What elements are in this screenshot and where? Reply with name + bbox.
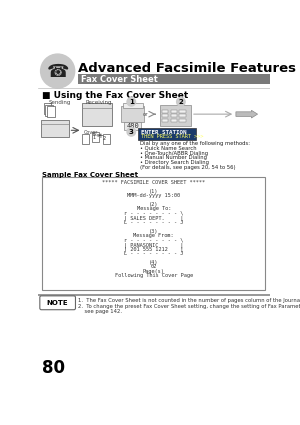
Text: (3): (3) xyxy=(149,229,158,234)
Text: L - - - - - - - - J: L - - - - - - - - J xyxy=(124,220,183,225)
Text: see page 142.: see page 142. xyxy=(78,309,122,314)
Text: or: or xyxy=(143,112,149,116)
Circle shape xyxy=(127,98,136,106)
Bar xyxy=(179,114,185,117)
Text: Page: Page xyxy=(93,133,102,137)
Text: 2: 2 xyxy=(103,136,106,142)
Circle shape xyxy=(177,98,185,106)
Text: ***** FACSIMILE COVER SHEET *****: ***** FACSIMILE COVER SHEET ***** xyxy=(102,180,205,184)
Text: (2): (2) xyxy=(149,202,158,207)
Text: Sending: Sending xyxy=(48,99,71,105)
Bar xyxy=(82,103,112,127)
Bar xyxy=(38,294,270,296)
Text: (For details, see pages 20, 54 to 56): (For details, see pages 20, 54 to 56) xyxy=(140,165,236,170)
Bar xyxy=(123,103,143,108)
Text: Fax Cover Sheet: Fax Cover Sheet xyxy=(81,75,158,84)
Text: | 201 555 1212    |: | 201 555 1212 | xyxy=(124,246,183,252)
Text: Following This Cover Page: Following This Cover Page xyxy=(115,273,193,278)
Bar xyxy=(171,110,177,113)
Bar xyxy=(162,119,169,122)
Bar xyxy=(47,106,55,117)
Text: ENTER STATION: ENTER STATION xyxy=(141,130,186,135)
Text: | SALES DEPT.     |: | SALES DEPT. | xyxy=(124,215,183,221)
Bar xyxy=(82,134,89,144)
Text: Advanced Facsimile Features: Advanced Facsimile Features xyxy=(78,62,296,75)
Text: Sample Fax Cover Sheet: Sample Fax Cover Sheet xyxy=(42,172,138,178)
Bar xyxy=(44,103,52,114)
Text: 2: 2 xyxy=(178,99,183,105)
Bar xyxy=(124,122,141,130)
Text: r - - - - - - - - \: r - - - - - - - - \ xyxy=(124,211,183,216)
Text: Dial by any one of the following methods:: Dial by any one of the following methods… xyxy=(140,141,250,146)
Text: NOTE: NOTE xyxy=(47,300,68,306)
Text: 3: 3 xyxy=(129,129,134,135)
Text: (4): (4) xyxy=(149,260,158,265)
Text: Page(s): Page(s) xyxy=(143,269,165,274)
Text: Message To:: Message To: xyxy=(136,207,171,211)
Bar xyxy=(171,119,177,122)
Bar xyxy=(78,74,270,84)
Bar xyxy=(41,120,68,137)
Text: (1): (1) xyxy=(149,189,158,193)
Bar xyxy=(179,110,185,113)
Text: 1: 1 xyxy=(92,135,96,140)
Bar xyxy=(45,105,53,116)
Bar xyxy=(160,105,191,127)
Text: L - - - - - - - - J: L - - - - - - - - J xyxy=(124,251,183,256)
Bar xyxy=(162,110,169,113)
Bar xyxy=(121,106,145,122)
Text: ☎: ☎ xyxy=(46,63,69,81)
Text: 1.  The Fax Cover Sheet is not counted in the number of pages column of the Jour: 1. The Fax Cover Sheet is not counted in… xyxy=(78,298,300,303)
Bar xyxy=(103,134,110,144)
Text: 02: 02 xyxy=(151,264,157,269)
Text: • Manual Number Dialing: • Manual Number Dialing xyxy=(140,156,207,160)
Bar xyxy=(179,119,185,122)
Bar xyxy=(138,128,196,139)
Bar xyxy=(92,132,99,142)
FancyArrow shape xyxy=(236,110,258,118)
Bar xyxy=(171,114,177,117)
Circle shape xyxy=(127,128,136,136)
Circle shape xyxy=(40,54,75,88)
Bar xyxy=(162,114,169,117)
Text: • Directory Search Dialing: • Directory Search Dialing xyxy=(140,160,209,165)
Text: 1: 1 xyxy=(129,99,134,105)
Text: Cover: Cover xyxy=(84,130,98,135)
Text: ■ Using the Fax Cover Sheet: ■ Using the Fax Cover Sheet xyxy=(42,91,188,100)
Text: • One-Touch/ABBR Dialing: • One-Touch/ABBR Dialing xyxy=(140,150,208,156)
Text: | PANASONIC       |: | PANASONIC | xyxy=(124,242,183,248)
Text: Message From:: Message From: xyxy=(134,233,174,238)
Text: THEN PRESS START >>>: THEN PRESS START >>> xyxy=(141,134,203,139)
Text: Receiving: Receiving xyxy=(85,99,112,105)
Text: 480: 480 xyxy=(127,123,139,129)
Text: • Quick Name Search: • Quick Name Search xyxy=(140,146,196,151)
Text: 2.  To change the preset Fax Cover Sheet setting, change the setting of Fax Para: 2. To change the preset Fax Cover Sheet … xyxy=(78,303,300,309)
Text: r - - - - - - - - \: r - - - - - - - - \ xyxy=(124,238,183,243)
FancyBboxPatch shape xyxy=(40,296,76,310)
Bar xyxy=(42,176,266,290)
Text: 80: 80 xyxy=(42,359,65,377)
Text: MMM-dd-yyyy 15:00: MMM-dd-yyyy 15:00 xyxy=(127,193,180,198)
Text: +: + xyxy=(97,133,103,139)
